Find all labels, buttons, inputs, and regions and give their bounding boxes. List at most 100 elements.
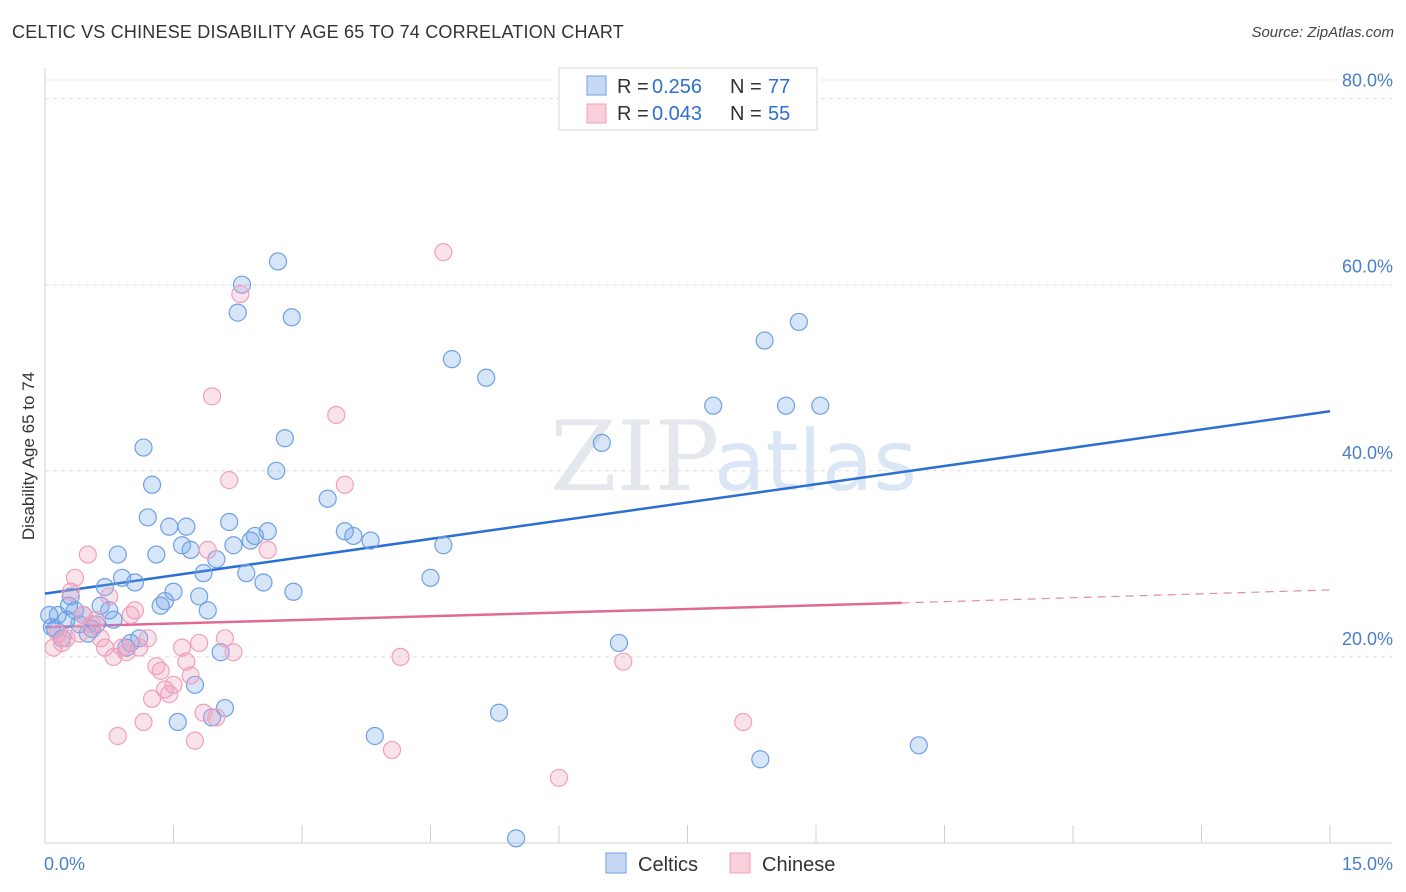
point-celtics <box>507 829 526 848</box>
point-celtics <box>65 601 85 620</box>
trend-lines <box>44 410 1331 629</box>
point-chinese <box>134 712 153 732</box>
bottom-legend-chinese: Chinese <box>762 854 835 876</box>
point-celtics <box>228 303 247 322</box>
point-chinese <box>100 587 119 606</box>
point-celtics <box>282 308 301 327</box>
point-celtics <box>104 610 123 629</box>
point-celtics <box>609 633 629 653</box>
point-celtics <box>275 429 294 448</box>
point-chinese <box>198 540 217 559</box>
point-celtics <box>164 582 183 601</box>
point-chinese <box>138 629 157 648</box>
point-chinese <box>220 471 239 490</box>
chart-source: Source: ZipAtlas.com <box>1251 24 1394 41</box>
watermark-zip: ZIP <box>550 401 719 513</box>
point-chinese <box>125 601 145 620</box>
point-celtics <box>254 573 273 592</box>
y-axis-label: Disability Age 65 to 74 <box>19 372 38 540</box>
point-celtics <box>434 536 453 555</box>
point-celtics <box>138 508 157 527</box>
point-chinese <box>549 768 569 787</box>
legend-swatch-chinese <box>586 103 607 124</box>
x-tick-labels: 0.0% 15.0% <box>44 854 1393 874</box>
legend: R = 0.256 N = 77 R = 0.043 N = 55 <box>558 67 818 131</box>
bottom-legend-swatch-chinese <box>729 852 751 874</box>
point-chinese <box>185 731 205 750</box>
point-celtics <box>811 396 830 415</box>
x-tick-label: 15.0% <box>1342 854 1393 874</box>
bottom-legend-swatch-celtics <box>605 852 627 874</box>
bottom-legend-celtics: Celtics <box>638 854 698 876</box>
point-celtics <box>477 368 496 387</box>
point-celtics <box>268 252 288 271</box>
point-chinese <box>151 661 170 680</box>
point-celtics <box>125 573 145 592</box>
point-celtics <box>100 601 119 620</box>
point-celtics <box>95 578 115 597</box>
point-chinese <box>87 610 106 629</box>
point-celtics <box>258 522 277 541</box>
bottom-legend: Celtics Chinese <box>605 852 835 876</box>
series-chinese <box>44 243 753 787</box>
point-celtics <box>789 312 808 332</box>
trend-line-dashed-chinese <box>901 589 1331 604</box>
point-celtics <box>177 517 196 536</box>
point-chinese <box>44 638 63 657</box>
trend-line-celtics <box>44 410 1331 595</box>
legend-r-label-1: R = <box>617 76 649 98</box>
point-celtics <box>755 331 774 350</box>
point-chinese <box>48 624 67 643</box>
point-celtics <box>224 536 243 555</box>
point-chinese <box>91 629 110 648</box>
legend-n-chinese: 55 <box>768 103 790 125</box>
x-tick-label: 0.0% <box>44 854 85 874</box>
point-chinese <box>207 708 226 727</box>
point-celtics <box>121 633 140 653</box>
point-chinese <box>78 545 97 564</box>
point-celtics <box>194 564 213 583</box>
y-tick-label: 80.0% <box>1342 71 1393 91</box>
point-chinese <box>190 633 209 653</box>
data-points <box>40 243 928 848</box>
watermark: ZIP atlas <box>550 401 917 513</box>
point-celtics <box>776 396 796 415</box>
point-celtics <box>211 643 230 662</box>
legend-r-celtics: 0.256 <box>652 76 702 98</box>
point-celtics <box>421 568 440 587</box>
legend-r-label-2: R = <box>617 103 649 125</box>
point-celtics <box>335 522 354 541</box>
point-celtics <box>147 545 166 564</box>
legend-n-celtics: 77 <box>768 76 790 98</box>
point-celtics <box>168 712 187 732</box>
point-celtics <box>284 582 303 601</box>
point-celtics <box>160 517 179 536</box>
point-chinese <box>382 740 402 760</box>
y-tick-label: 40.0% <box>1342 443 1393 463</box>
legend-n-label-2: N = <box>730 103 762 125</box>
legend-swatch-celtics <box>586 75 607 96</box>
point-chinese <box>108 726 127 746</box>
point-chinese <box>224 643 243 662</box>
point-chinese <box>215 629 234 648</box>
legend-r-chinese: 0.043 <box>652 103 702 125</box>
point-chinese <box>231 284 250 304</box>
legend-n-label-1: N = <box>730 76 762 98</box>
point-celtics <box>751 750 770 769</box>
point-celtics <box>61 587 80 606</box>
point-celtics <box>142 475 162 494</box>
point-celtics <box>267 461 286 480</box>
point-celtics <box>592 433 611 452</box>
point-celtics <box>909 736 928 755</box>
point-chinese <box>434 243 453 262</box>
point-chinese <box>181 666 200 685</box>
point-chinese <box>734 712 753 732</box>
point-chinese <box>172 638 192 657</box>
point-celtics <box>318 489 337 508</box>
point-celtics <box>134 438 153 457</box>
point-celtics <box>704 396 723 415</box>
point-chinese <box>327 405 346 425</box>
point-celtics <box>198 601 217 620</box>
series-celtics <box>40 252 928 848</box>
y-tick-label: 60.0% <box>1342 257 1393 277</box>
